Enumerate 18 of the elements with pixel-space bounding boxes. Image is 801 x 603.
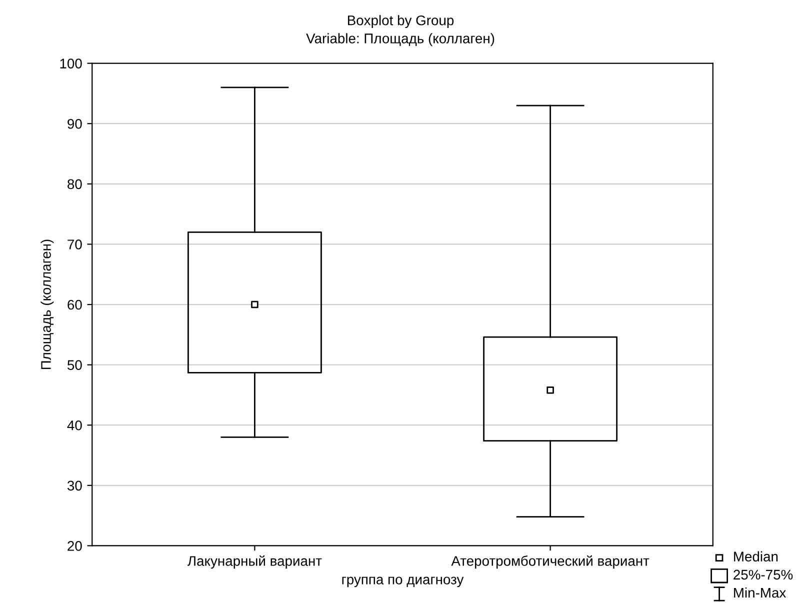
y-tick-label: 80 — [68, 179, 82, 190]
x-tick-label: Атеротромботический вариант — [451, 555, 650, 569]
y-tick-label: 50 — [68, 360, 82, 370]
x-axis-title: группа по диагнозу — [342, 576, 464, 588]
y-tick-label: 100 — [60, 58, 82, 68]
chart-subtitle: Variable: Площадь (коллаген) — [306, 33, 494, 46]
text: Min-Max — [734, 587, 786, 598]
chart-title: Boxplot by Group — [348, 15, 454, 28]
y-tick-label: 70 — [68, 240, 82, 250]
x-tick-label: Лакунарный вариант — [188, 555, 322, 569]
y-tick-label: 20 — [68, 541, 82, 551]
y-axis-title: Площадь (коллаген) — [40, 240, 54, 370]
text: 25%-75% — [734, 570, 793, 580]
y-tick-label: 90 — [68, 118, 82, 129]
y-tick-label: 30 — [67, 480, 82, 491]
y-tick-label: 40 — [67, 420, 82, 430]
y-tick-label: 60 — [68, 300, 82, 310]
text: Median — [734, 551, 778, 562]
